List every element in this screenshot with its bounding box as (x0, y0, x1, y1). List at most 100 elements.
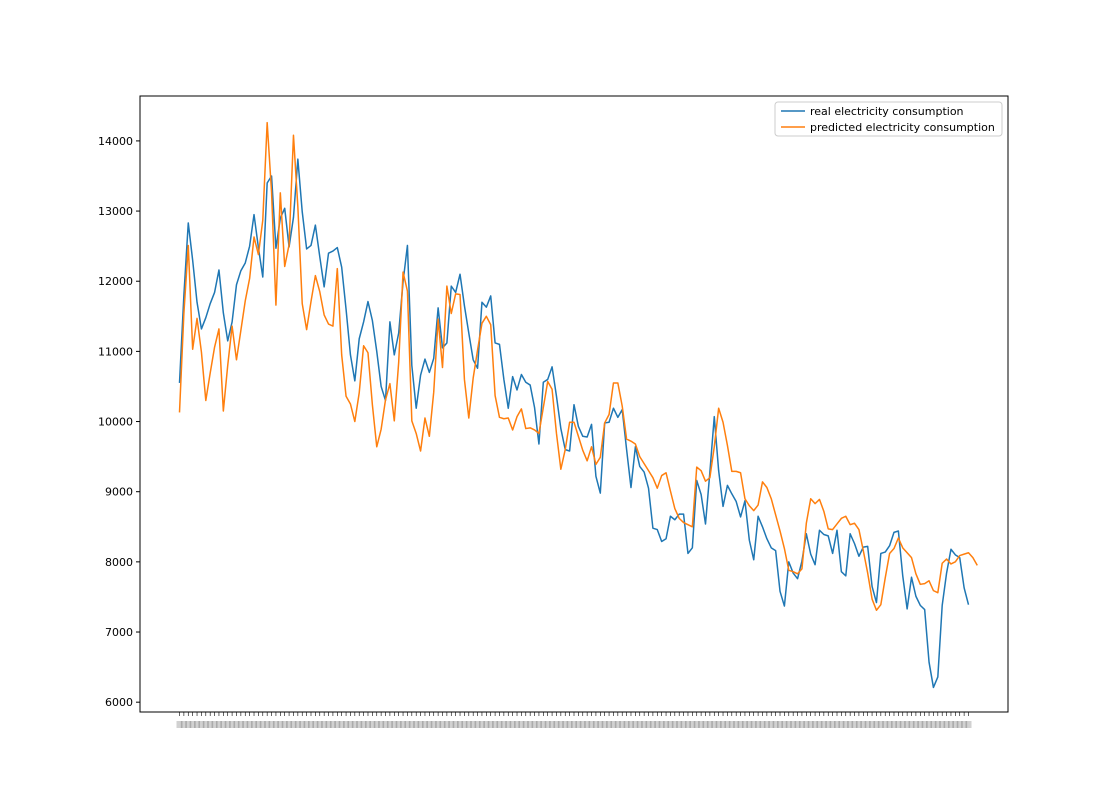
legend-label: predicted electricity consumption (810, 121, 995, 134)
x-tick-label-smear (623, 721, 630, 728)
x-tick-label-smear (408, 721, 415, 728)
x-tick-label-smear (794, 721, 801, 728)
x-tick-label-smear (781, 721, 788, 728)
x-tick-label-smear (895, 721, 902, 728)
x-tick-label-smear (877, 721, 884, 728)
x-tick-label-smear (229, 721, 236, 728)
x-tick-label-smear (847, 721, 854, 728)
series-line-predicted (178, 121, 978, 612)
x-tick-label-smear (571, 721, 577, 728)
x-tick-label-smear (470, 721, 477, 728)
x-tick-label-smear (584, 721, 591, 728)
x-tick-label-smear (641, 721, 648, 728)
x-tick-label-smear (632, 721, 639, 728)
x-tick-label-smear (654, 721, 661, 728)
x-tick-label-smear (176, 721, 183, 728)
legend-label: real electricity consumption (810, 105, 964, 118)
x-tick-label-smear (798, 721, 805, 728)
x-tick-label-smear (702, 721, 709, 728)
x-tick-label-smear (246, 721, 253, 728)
x-tick-label-smear (194, 721, 201, 728)
x-tick-label-smear (829, 721, 836, 728)
x-tick-label-smear (588, 721, 595, 728)
x-tick-label-smear (448, 721, 455, 728)
x-tick-label-smear (904, 721, 911, 728)
x-tick-label-smear (733, 721, 740, 728)
x-tick-label-smear (478, 721, 485, 728)
x-tick-label-smear (943, 721, 950, 728)
x-tick-label-smear (860, 721, 867, 728)
x-tick-label-smear (426, 721, 433, 728)
x-tick-label-smear (351, 721, 358, 728)
series-line-real (178, 158, 970, 689)
x-tick-label-smear (610, 721, 617, 728)
x-tick-label-smear (755, 721, 762, 728)
x-tick-label-smear (272, 721, 279, 728)
x-tick-label-smear (676, 721, 683, 728)
x-tick-label-smear (356, 721, 363, 728)
x-tick-label-smear (338, 721, 345, 728)
x-tick-label-smear (886, 721, 893, 728)
y-tick-label: 14000 (98, 135, 133, 148)
x-tick-label-smear (803, 721, 810, 728)
x-tick-label-smear (255, 721, 262, 728)
x-tick-label-smear (220, 721, 227, 728)
x-tick-label-smear (750, 721, 757, 728)
y-tick-label: 11000 (98, 345, 133, 358)
x-tick-label-smear (224, 721, 231, 728)
x-tick-label-smear (706, 721, 713, 728)
x-tick-label-smear (746, 721, 753, 728)
x-tick-label-smear (202, 721, 209, 728)
x-tick-label-smear (364, 721, 371, 728)
x-tick-label-smear (404, 721, 411, 728)
x-tick-label-smear (908, 721, 915, 728)
x-tick-label-smear (816, 721, 823, 728)
x-tick-label-smear (663, 721, 670, 728)
x-tick-label-smear (308, 721, 314, 728)
x-tick-label-smear (575, 721, 582, 728)
x-tick-label-smear (312, 721, 319, 728)
x-tick-label-smear (961, 721, 968, 728)
x-tick-label-smear (259, 721, 266, 728)
x-tick-label-smear (689, 721, 696, 728)
x-tick-label-smear (785, 721, 792, 728)
x-tick-label-smear (549, 721, 556, 728)
x-tick-label-smear (684, 721, 691, 728)
x-tick-label-smear (807, 721, 814, 728)
x-tick-label-smear (400, 721, 407, 728)
x-tick-label-smear (544, 721, 551, 728)
x-tick-label-smear (522, 721, 529, 728)
x-tick-label-smear (500, 721, 507, 728)
x-tick-label-smear (921, 721, 928, 728)
x-tick-label-smear (763, 721, 770, 728)
x-tick-label-smear (514, 721, 521, 728)
x-tick-label-smear (768, 721, 775, 728)
x-tick-label-smear (671, 721, 678, 728)
x-tick-label-smear (912, 721, 919, 728)
x-tick-label-smear (518, 721, 525, 728)
x-tick-label-smear (645, 721, 652, 728)
x-tick-label-smear (956, 721, 963, 728)
x-tick-label-smear (185, 721, 192, 728)
x-tick-label-smear (413, 721, 420, 728)
x-tick-label-smear (899, 721, 906, 728)
x-tick-label-smear (439, 721, 446, 728)
x-tick-label-smear (759, 721, 766, 728)
x-tick-label-smear (386, 721, 393, 728)
y-tick-label: 6000 (105, 696, 133, 709)
x-tick-label-smear (667, 721, 674, 728)
x-tick-label-smear (299, 721, 306, 728)
x-tick-label-smear (378, 721, 385, 728)
x-tick-label-smear (465, 721, 472, 728)
x-tick-label-smear (452, 721, 459, 728)
x-tick-label-smear (198, 721, 205, 728)
x-tick-label-smear (189, 721, 196, 728)
x-tick-label-smear (509, 721, 516, 728)
x-tick-label-smear (698, 721, 705, 728)
x-tick-label-smear (636, 721, 643, 728)
series-group (178, 121, 978, 689)
x-tick-label-smear (711, 721, 718, 728)
x-tick-label-smear (321, 721, 328, 728)
x-tick-label-smear (579, 721, 586, 728)
